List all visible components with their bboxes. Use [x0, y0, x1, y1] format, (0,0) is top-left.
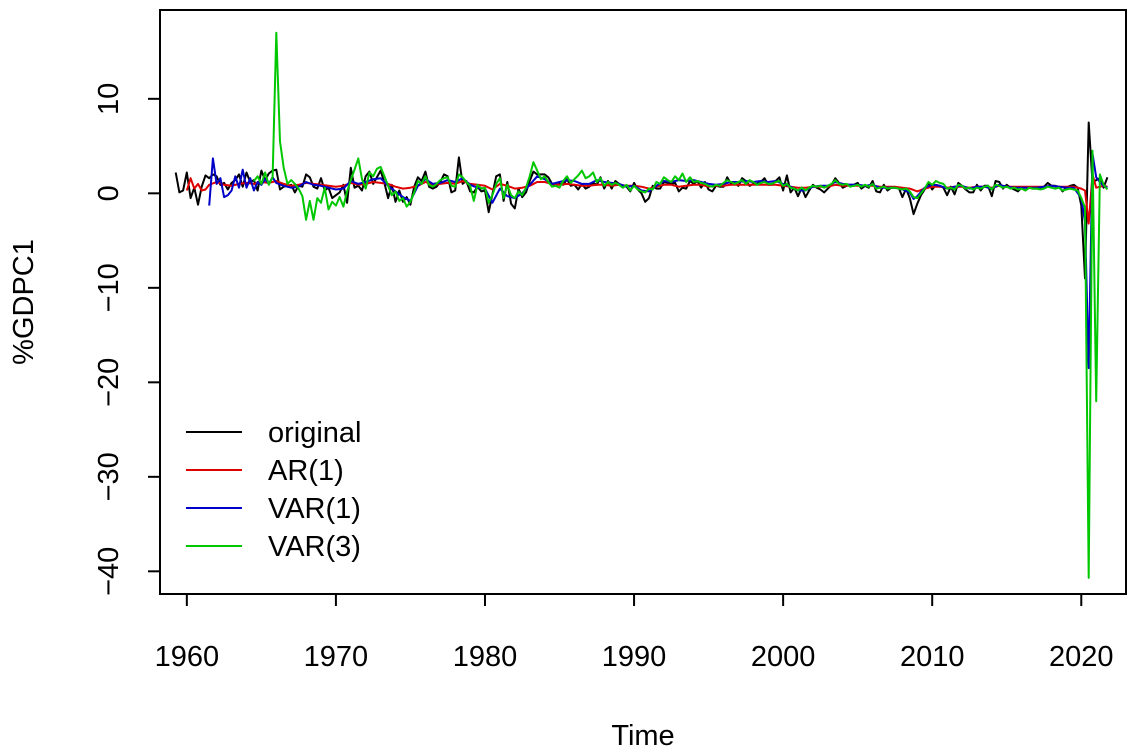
y-tick-label: −30 [93, 452, 125, 501]
legend-label-0: original [268, 417, 362, 449]
series-layer [174, 31, 1109, 579]
x-axis-title: Time [611, 720, 674, 752]
y-tick-label: −10 [93, 263, 125, 312]
x-tick-label: 2000 [751, 641, 816, 673]
y-axis: 10 0 −10 −20 −30 −40 [93, 83, 161, 596]
x-tick-label: 1980 [453, 641, 518, 673]
x-tick-label: 1990 [602, 641, 667, 673]
y-axis-title: %GDPC1 [8, 239, 40, 365]
legend: original AR(1) VAR(1) VAR(3) [186, 417, 362, 563]
y-tick-label: 10 [93, 83, 125, 115]
legend-label-1: AR(1) [268, 455, 344, 487]
y-tick-label: 0 [93, 185, 125, 201]
x-tick-label: 2020 [1049, 641, 1114, 673]
series-line-0 [174, 121, 1109, 280]
series-line-3 [253, 31, 1109, 579]
x-tick-label: 1970 [304, 641, 369, 673]
x-axis: 1960 1970 1980 1990 2000 2010 2020 [155, 593, 1114, 673]
y-tick-label: −20 [93, 358, 125, 407]
legend-label-2: VAR(1) [268, 493, 361, 525]
legend-label-3: VAR(3) [268, 531, 361, 563]
x-tick-label: 2010 [900, 641, 965, 673]
x-tick-label: 1960 [155, 641, 220, 673]
y-tick-label: −40 [93, 547, 125, 596]
